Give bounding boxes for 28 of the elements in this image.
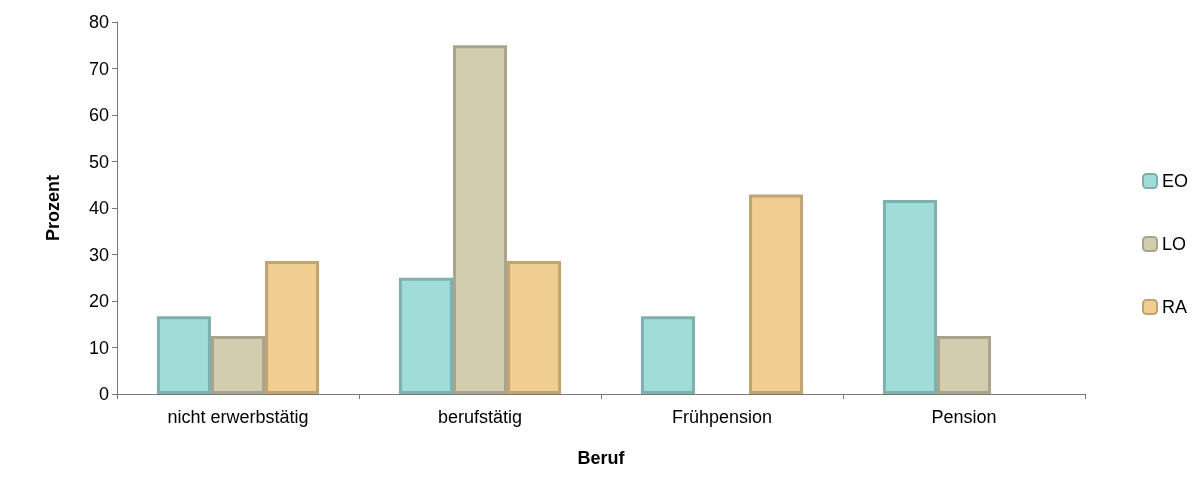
y-tick-label: 40 — [88, 198, 109, 218]
y-tick-label: 20 — [88, 291, 109, 311]
x-tick-label: Pension — [931, 407, 997, 427]
y-tick-label: 80 — [88, 12, 109, 32]
bar — [936, 335, 992, 394]
bar — [749, 194, 804, 394]
x-tick-label: nicht erwerbstätig — [167, 407, 309, 427]
bar — [156, 316, 211, 394]
y-tick-label: 10 — [88, 337, 109, 358]
legend-label: RA — [1161, 297, 1188, 317]
bar — [882, 200, 937, 394]
bar — [398, 277, 453, 394]
y-axis-title: Prozent — [43, 174, 63, 242]
y-tick-label: 0 — [98, 384, 109, 404]
legend-label: LO — [1161, 234, 1187, 254]
x-tick-label: berufstätig — [437, 407, 523, 427]
y-tick-label: 30 — [88, 244, 109, 265]
bar — [507, 261, 562, 394]
y-tick-label: 60 — [88, 105, 109, 125]
bar — [210, 335, 266, 394]
legend-label: EO — [1161, 171, 1189, 191]
bar — [640, 316, 695, 394]
y-tick-label: 50 — [88, 151, 109, 172]
x-tick-label: Frühpension — [671, 407, 773, 427]
bar — [265, 261, 320, 394]
x-axis-title: Beruf — [577, 448, 626, 468]
y-tick-label: 70 — [88, 58, 109, 79]
bar — [452, 45, 508, 394]
